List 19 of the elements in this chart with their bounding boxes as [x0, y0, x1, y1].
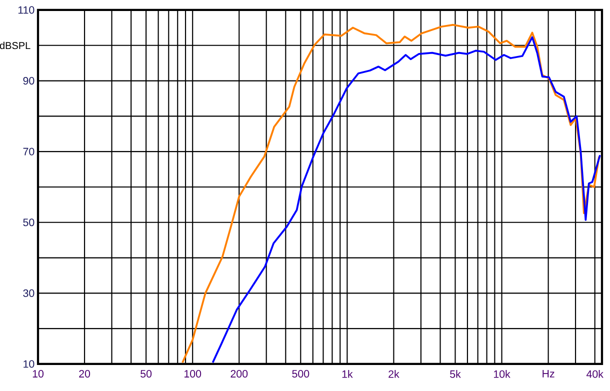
- y-tick-label: 110: [18, 6, 34, 14]
- x-tick-label: 10k: [494, 370, 510, 378]
- y-axis-title: dBSPL: [0, 42, 30, 50]
- y-tick-label: 70: [23, 148, 34, 156]
- y-tick-label: 90: [23, 77, 34, 85]
- x-tick-label: 500: [292, 370, 310, 378]
- y-tick-label: 50: [23, 218, 34, 226]
- y-tick-label: 10: [24, 360, 34, 368]
- x-tick-label: 10: [32, 370, 44, 378]
- x-tick-label: 200: [230, 370, 248, 378]
- x-tick-label: 50: [140, 370, 152, 378]
- x-tick-label: 1k: [342, 370, 353, 378]
- x-tick-label: 40k: [586, 370, 604, 378]
- x-tick-label: 20: [79, 370, 90, 378]
- x-tick-label: 5k: [450, 370, 461, 378]
- x-tick-label: 100: [184, 370, 202, 378]
- x-tick-label: 2k: [388, 370, 400, 378]
- x-tick-label: Hz: [542, 370, 554, 378]
- y-tick-label: 30: [23, 289, 34, 297]
